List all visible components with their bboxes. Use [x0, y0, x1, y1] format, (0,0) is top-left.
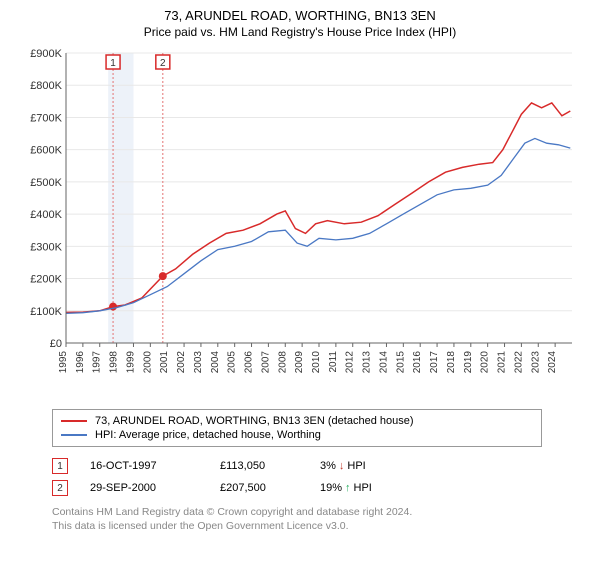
svg-text:2022: 2022 [513, 351, 524, 374]
sale-delta: 19%↑HPI [320, 482, 372, 494]
svg-text:2019: 2019 [463, 351, 474, 374]
sale-row: 1 16-OCT-1997£113,0503%↓HPI [52, 455, 542, 477]
svg-text:2013: 2013 [362, 351, 373, 374]
svg-text:1998: 1998 [109, 351, 120, 374]
svg-text:2010: 2010 [311, 351, 322, 374]
svg-text:£200K: £200K [30, 274, 62, 286]
svg-text:1995: 1995 [58, 351, 69, 374]
legend-item: 73, ARUNDEL ROAD, WORTHING, BN13 3EN (de… [61, 414, 533, 428]
svg-text:1996: 1996 [75, 351, 86, 374]
sale-date: 29-SEP-2000 [90, 482, 220, 494]
svg-text:2017: 2017 [429, 351, 440, 374]
svg-text:2021: 2021 [497, 351, 508, 374]
legend-swatch [61, 434, 87, 436]
svg-text:2006: 2006 [244, 351, 255, 374]
footer-line-2: This data is licensed under the Open Gov… [52, 519, 542, 533]
svg-text:2005: 2005 [227, 351, 238, 374]
svg-text:2007: 2007 [260, 351, 271, 374]
svg-text:2024: 2024 [547, 351, 558, 374]
page-title: 73, ARUNDEL ROAD, WORTHING, BN13 3EN [0, 8, 600, 23]
chart-legend: 73, ARUNDEL ROAD, WORTHING, BN13 3EN (de… [52, 409, 542, 447]
price-chart: £0 £100K £200K £300K £400K £500K £600K £700K £80… [20, 43, 580, 403]
svg-text:2015: 2015 [395, 351, 406, 374]
svg-text:2023: 2023 [530, 351, 541, 374]
sale-price: £113,050 [220, 460, 320, 472]
svg-text:£100K: £100K [30, 306, 62, 318]
svg-text:£600K: £600K [30, 145, 62, 157]
svg-text:2012: 2012 [345, 351, 356, 374]
svg-text:2002: 2002 [176, 351, 187, 374]
sale-delta-pct: 19% [320, 482, 342, 494]
svg-text:2004: 2004 [210, 351, 221, 374]
svg-text:1: 1 [110, 58, 116, 69]
sale-delta: 3%↓HPI [320, 460, 366, 472]
svg-text:2020: 2020 [480, 351, 491, 374]
legend-label: 73, ARUNDEL ROAD, WORTHING, BN13 3EN (de… [95, 415, 414, 427]
svg-text:2011: 2011 [328, 351, 339, 373]
sale-marker-badge: 1 [52, 458, 68, 474]
svg-text:£400K: £400K [30, 209, 62, 221]
svg-text:£700K: £700K [30, 112, 62, 124]
svg-text:2018: 2018 [446, 351, 457, 374]
sale-date: 16-OCT-1997 [90, 460, 220, 472]
svg-text:£800K: £800K [30, 80, 62, 92]
sale-delta-vs: HPI [354, 482, 372, 494]
svg-text:2008: 2008 [277, 351, 288, 374]
svg-text:2003: 2003 [193, 351, 204, 374]
arrow-up-icon: ↑ [345, 482, 351, 494]
legend-swatch [61, 420, 87, 422]
legend-label: HPI: Average price, detached house, Wort… [95, 429, 321, 441]
footer-line-1: Contains HM Land Registry data © Crown c… [52, 505, 542, 519]
svg-text:2001: 2001 [159, 351, 170, 374]
svg-text:2016: 2016 [412, 351, 423, 374]
svg-text:2: 2 [160, 58, 166, 69]
legend-item: HPI: Average price, detached house, Wort… [61, 428, 533, 442]
svg-text:1997: 1997 [92, 351, 103, 374]
arrow-down-icon: ↓ [339, 460, 345, 472]
sale-delta-vs: HPI [347, 460, 365, 472]
sales-table: 116-OCT-1997£113,0503%↓HPI229-SEP-2000£2… [52, 455, 542, 499]
svg-text:2009: 2009 [294, 351, 305, 374]
sale-price: £207,500 [220, 482, 320, 494]
sale-delta-pct: 3% [320, 460, 336, 472]
svg-text:£0: £0 [50, 338, 62, 350]
footer-attribution: Contains HM Land Registry data © Crown c… [52, 505, 542, 533]
svg-text:£500K: £500K [30, 177, 62, 189]
svg-text:£900K: £900K [30, 48, 62, 60]
sale-marker-badge: 2 [52, 480, 68, 496]
svg-text:1999: 1999 [125, 351, 136, 374]
page-subtitle: Price paid vs. HM Land Registry's House … [0, 25, 600, 39]
svg-text:2000: 2000 [142, 351, 153, 374]
sale-row: 2 29-SEP-2000£207,50019%↑HPI [52, 477, 542, 499]
svg-text:£300K: £300K [30, 241, 62, 253]
svg-text:2014: 2014 [378, 351, 389, 374]
